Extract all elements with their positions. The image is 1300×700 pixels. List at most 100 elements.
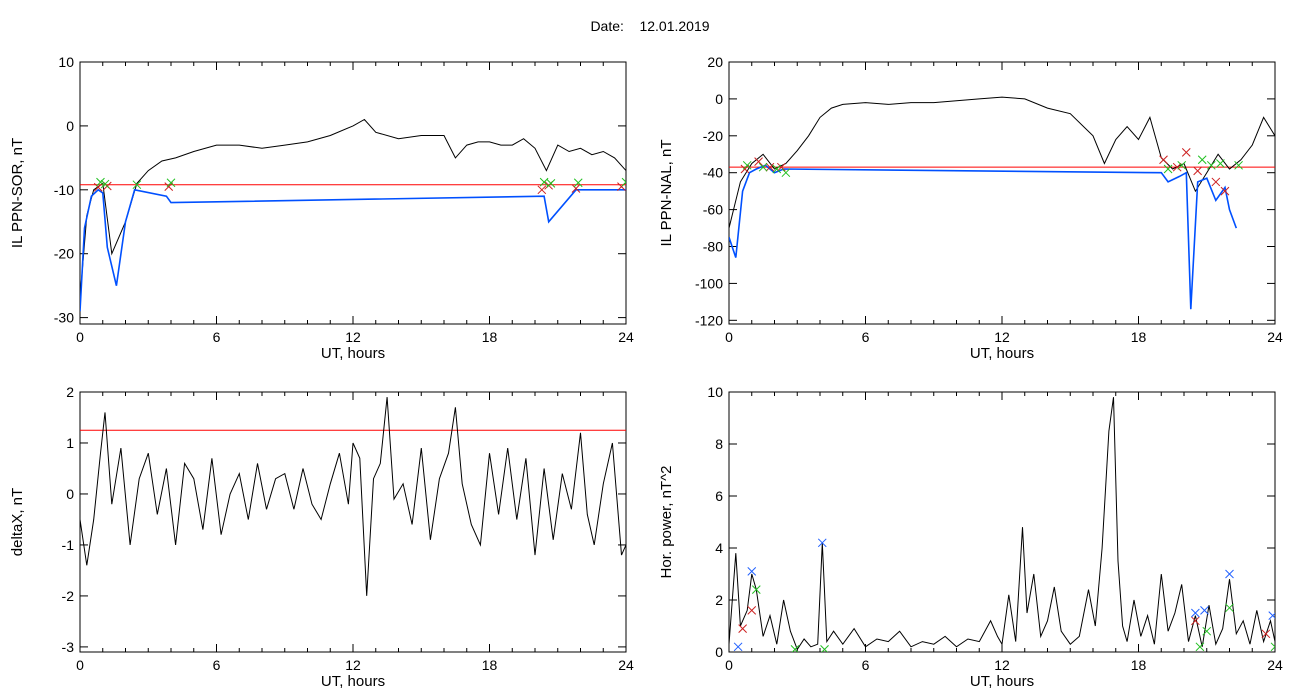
x-tick-label: 18 bbox=[1131, 657, 1147, 673]
date-value: 12.01.2019 bbox=[639, 18, 710, 34]
x-tick-label: 24 bbox=[618, 329, 634, 345]
marker-red bbox=[571, 184, 581, 193]
y-tick-label: -10 bbox=[54, 182, 74, 198]
x-tick-label: 12 bbox=[994, 657, 1010, 673]
y-tick-label: 2 bbox=[66, 384, 74, 400]
plot-frame bbox=[79, 61, 627, 325]
marker-red bbox=[1159, 155, 1168, 165]
y-tick-label: -20 bbox=[703, 128, 723, 144]
marker-green bbox=[742, 160, 752, 170]
marker-red-stroke bbox=[776, 162, 786, 172]
marker-green-stroke bbox=[1202, 626, 1212, 636]
marker-green-stroke bbox=[1195, 642, 1205, 652]
marker-red-stroke bbox=[1261, 629, 1271, 639]
marker-red bbox=[93, 182, 103, 192]
y-tick-label: -100 bbox=[695, 275, 723, 291]
marker-green bbox=[1225, 603, 1234, 613]
y-tick-label: -30 bbox=[54, 310, 74, 326]
x-tick-label: 24 bbox=[1267, 657, 1283, 673]
y-axis-label: IL PPN-SOR, nT bbox=[9, 138, 26, 248]
marker-green-stroke bbox=[791, 645, 800, 652]
y-tick-label: 4 bbox=[715, 540, 723, 556]
y-axis-label: Hor. power, nT^2 bbox=[658, 466, 675, 579]
x-axis-label: UT, hours bbox=[970, 345, 1034, 362]
series-line-highlight bbox=[80, 188, 626, 312]
y-tick-label: 0 bbox=[66, 118, 74, 134]
marker-red bbox=[1181, 148, 1191, 157]
marker-red bbox=[1211, 177, 1221, 187]
marker-red-stroke bbox=[1159, 155, 1168, 165]
marker-green-stroke bbox=[1216, 159, 1225, 168]
marker-green bbox=[539, 177, 549, 187]
y-axis-label: IL PPN-NAL, nT bbox=[658, 140, 675, 247]
marker-green-stroke bbox=[1225, 603, 1234, 613]
marker-green-stroke bbox=[1206, 160, 1216, 170]
plot-area bbox=[729, 397, 1275, 652]
x-tick-label: 12 bbox=[994, 329, 1010, 345]
marker-blue-stroke bbox=[1268, 612, 1275, 620]
marker-green bbox=[1216, 159, 1225, 168]
marker-green bbox=[758, 162, 768, 172]
marker-blue bbox=[1268, 611, 1275, 620]
marker-blue-stroke bbox=[1200, 606, 1209, 615]
marker-blue-stroke bbox=[1225, 569, 1234, 579]
marker-green bbox=[166, 178, 176, 188]
marker-red bbox=[1172, 162, 1182, 172]
marker-green bbox=[1234, 160, 1243, 170]
marker-red-stroke bbox=[93, 182, 103, 192]
marker-green-stroke bbox=[772, 164, 782, 174]
marker-green-stroke bbox=[1163, 164, 1173, 174]
marker-green-stroke bbox=[166, 178, 176, 188]
marker-blue bbox=[747, 567, 757, 576]
y-tick-label: 10 bbox=[58, 54, 74, 70]
y-tick-label: 1 bbox=[66, 435, 74, 451]
marker-red-stroke bbox=[1193, 166, 1203, 176]
plot-frame bbox=[728, 61, 1276, 325]
x-tick-label: 18 bbox=[482, 329, 498, 345]
y-tick-label: -80 bbox=[703, 239, 723, 255]
plot-frame bbox=[79, 391, 627, 653]
marker-green bbox=[1270, 642, 1275, 652]
marker-red-stroke bbox=[1211, 177, 1221, 187]
marker-green-stroke bbox=[751, 585, 761, 594]
y-tick-label: -1 bbox=[62, 537, 75, 553]
marker-red bbox=[754, 157, 763, 166]
marker-red-stroke bbox=[1181, 148, 1191, 157]
y-tick-label: -2 bbox=[62, 588, 75, 604]
x-axis-label: UT, hours bbox=[321, 345, 385, 362]
marker-green bbox=[790, 645, 800, 652]
marker-red-stroke bbox=[571, 184, 581, 193]
y-tick-label: 6 bbox=[715, 488, 723, 504]
y-tick-label: 8 bbox=[715, 436, 723, 452]
marker-blue bbox=[817, 538, 827, 548]
figure-title: Date: 12.01.2019 bbox=[0, 18, 1300, 34]
x-tick-label: 18 bbox=[1131, 329, 1147, 345]
marker-green-stroke bbox=[621, 181, 626, 187]
marker-green bbox=[100, 179, 110, 189]
marker-green-stroke bbox=[1270, 646, 1275, 652]
marker-red bbox=[1191, 616, 1200, 626]
x-tick-label: 0 bbox=[76, 329, 84, 345]
marker-red-stroke bbox=[738, 624, 748, 633]
marker-red bbox=[738, 624, 748, 633]
marker-green bbox=[1197, 155, 1207, 165]
marker-green-stroke bbox=[132, 180, 142, 190]
marker-green bbox=[573, 178, 583, 188]
marker-green bbox=[1206, 160, 1216, 170]
y-tick-label: 0 bbox=[715, 91, 723, 107]
marker-red-stroke bbox=[765, 162, 775, 172]
series-line-highlight bbox=[729, 164, 1238, 310]
marker-green bbox=[96, 177, 105, 187]
x-tick-label: 6 bbox=[213, 657, 221, 673]
marker-red bbox=[1193, 166, 1203, 176]
marker-green-stroke bbox=[1177, 160, 1187, 170]
marker-green bbox=[820, 645, 829, 652]
marker-green-stroke bbox=[821, 645, 829, 652]
marker-blue-stroke bbox=[1191, 608, 1200, 618]
series-line bbox=[729, 96, 1275, 229]
marker-red-stroke bbox=[537, 185, 547, 195]
marker-green-stroke bbox=[1234, 160, 1243, 170]
